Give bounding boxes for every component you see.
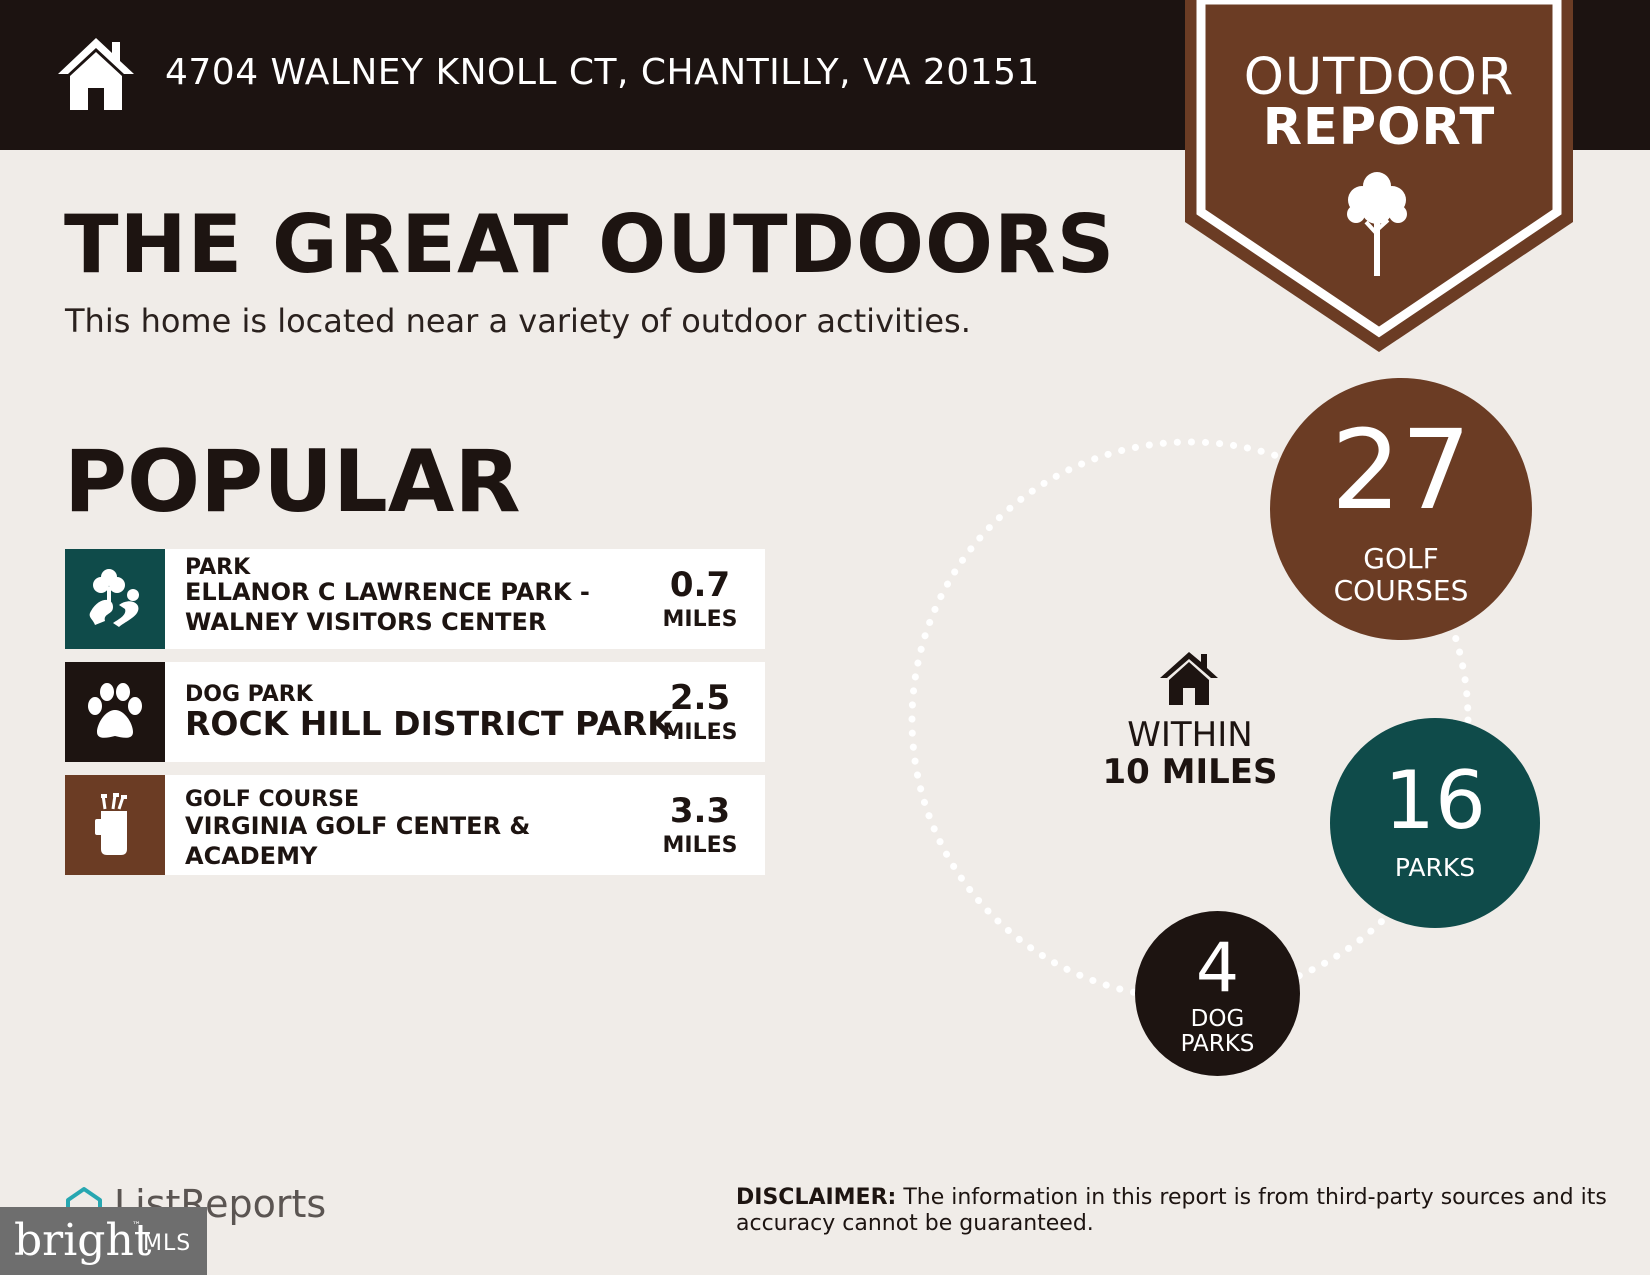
bright-logo-word: bright <box>14 1215 152 1266</box>
disclaimer-label: DISCLAIMER: <box>736 1185 897 1210</box>
icon-tile <box>65 549 165 649</box>
disclaimer: DISCLAIMER: The information in this repo… <box>736 1185 1616 1237</box>
golf-bag-icon <box>95 793 127 855</box>
popular-heading: POPULAR <box>64 432 521 532</box>
item-name-line1: VIRGINIA GOLF CENTER & <box>185 812 531 840</box>
item-distance: 3.3 <box>669 791 731 831</box>
item-distance-unit: MILES <box>662 720 738 745</box>
house-icon <box>58 38 134 110</box>
item-distance: 2.5 <box>669 678 731 718</box>
stat-label-line: PARKS <box>1180 1031 1255 1058</box>
house-icon <box>1160 652 1218 705</box>
golf-courses-label: GOLF COURSES <box>1270 542 1532 608</box>
disclaimer-text: The information in this report is from t… <box>736 1185 1607 1236</box>
tree-icon <box>1347 172 1407 276</box>
item-distance-unit: MILES <box>662 607 738 632</box>
paw-icon <box>88 683 142 738</box>
item-distance-unit: MILES <box>662 833 738 858</box>
bright-mls-badge: bright ™ MLS <box>0 1207 207 1275</box>
item-name-line2: ACADEMY <box>185 842 318 870</box>
banner-title-line1: OUTDOOR <box>1243 48 1515 107</box>
dog-parks-count: 4 <box>1195 929 1240 1008</box>
item-name-line2: WALNEY VISITORS CENTER <box>185 608 547 636</box>
golf-courses-count: 27 <box>1331 406 1471 534</box>
icon-tile <box>65 775 165 875</box>
item-category: DOG PARK <box>185 682 313 707</box>
stat-label-line: COURSES <box>1333 574 1469 608</box>
within-distance: 10 MILES <box>1102 752 1278 792</box>
dog-parks-label: DOG PARKS <box>1135 1006 1300 1058</box>
item-category: PARK <box>185 555 251 580</box>
item-name-line1: ROCK HILL DISTRICT PARK <box>185 704 673 743</box>
stat-label-line: PARKS <box>1394 853 1476 882</box>
dog-parks-stat: 4 DOG PARKS <box>1135 911 1300 1076</box>
item-distance: 0.7 <box>669 565 731 605</box>
golf-courses-stat: 27 GOLF COURSES <box>1270 378 1532 640</box>
bright-trademark: ™ <box>132 1221 141 1231</box>
parks-stat: 16 PARKS <box>1330 718 1540 928</box>
popular-item-dog-park: DOG PARK ROCK HILL DISTRICT PARK 2.5 MIL… <box>65 662 765 762</box>
stat-label-line: DOG <box>1190 1006 1245 1032</box>
popular-item-park: PARK ELLANOR C LAWRENCE PARK - WALNEY VI… <box>65 549 765 649</box>
bright-logo-mls: MLS <box>143 1231 192 1256</box>
parks-label: PARKS <box>1330 853 1540 883</box>
parks-count: 16 <box>1384 754 1486 847</box>
item-name-line1: ELLANOR C LAWRENCE PARK - <box>185 578 590 606</box>
item-category: GOLF COURSE <box>185 787 359 812</box>
within-label: WITHIN <box>1127 715 1253 755</box>
property-address: 4704 WALNEY KNOLL CT, CHANTILLY, VA 2015… <box>165 52 1040 93</box>
page-title: THE GREAT OUTDOORS <box>64 198 1116 291</box>
stat-label-line: GOLF <box>1363 542 1439 575</box>
icon-tile <box>65 662 165 762</box>
page-subtitle: This home is located near a variety of o… <box>65 302 971 340</box>
popular-item-golf-course: GOLF COURSE VIRGINIA GOLF CENTER & ACADE… <box>65 775 765 875</box>
park-trees-icon <box>89 569 139 627</box>
banner-title-line2: REPORT <box>1262 98 1496 157</box>
